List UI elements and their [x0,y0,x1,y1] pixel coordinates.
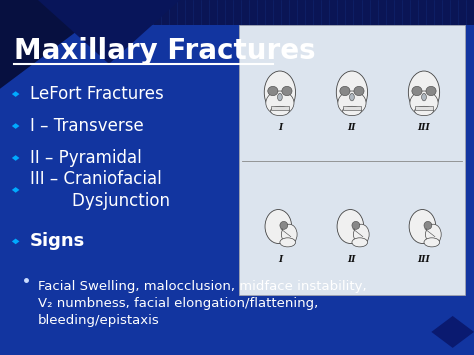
Polygon shape [38,0,180,64]
Text: I – Transverse: I – Transverse [30,117,144,135]
Text: Signs: Signs [30,233,85,250]
Polygon shape [12,187,19,193]
Ellipse shape [280,238,296,247]
Ellipse shape [426,86,436,95]
Ellipse shape [265,209,292,244]
Ellipse shape [426,224,441,245]
Ellipse shape [352,238,368,247]
Ellipse shape [282,86,292,95]
Text: LeFort Fractures: LeFort Fractures [30,85,164,103]
Ellipse shape [410,91,438,115]
Ellipse shape [338,91,366,115]
Ellipse shape [350,93,354,101]
Ellipse shape [282,224,297,245]
Ellipse shape [280,222,288,229]
Ellipse shape [354,86,364,95]
Polygon shape [12,239,19,244]
Ellipse shape [266,91,294,115]
Ellipse shape [352,222,360,229]
FancyBboxPatch shape [271,106,289,110]
Text: III: III [418,255,430,264]
Text: I: I [278,255,282,264]
Text: II: II [348,255,356,264]
Ellipse shape [268,86,278,95]
Polygon shape [431,316,474,348]
Polygon shape [12,123,19,129]
Ellipse shape [354,224,369,245]
Ellipse shape [424,222,432,229]
Ellipse shape [408,71,439,114]
Ellipse shape [343,106,361,116]
FancyBboxPatch shape [0,25,474,355]
Text: III – Craniofacial
        Dysjunction: III – Craniofacial Dysjunction [30,170,170,210]
Ellipse shape [415,106,433,116]
Ellipse shape [340,86,350,95]
Ellipse shape [337,209,364,244]
Polygon shape [0,0,118,89]
Text: Maxillary Fractures: Maxillary Fractures [14,37,316,65]
Ellipse shape [409,209,436,244]
Text: II: II [348,123,356,132]
FancyBboxPatch shape [415,106,433,110]
Polygon shape [12,91,19,97]
Ellipse shape [424,238,439,247]
Ellipse shape [422,93,426,101]
Ellipse shape [278,93,282,101]
Ellipse shape [264,71,296,114]
FancyBboxPatch shape [239,25,465,295]
Text: II – Pyramidal: II – Pyramidal [30,149,142,167]
Ellipse shape [412,86,422,95]
Polygon shape [12,155,19,161]
Ellipse shape [336,71,368,114]
Text: III: III [418,123,430,132]
Text: Facial Swelling, malocclusion, midface instability,
V₂ numbness, facial elongati: Facial Swelling, malocclusion, midface i… [38,280,366,327]
FancyBboxPatch shape [343,106,361,110]
Text: I: I [278,123,282,132]
Ellipse shape [271,106,289,116]
